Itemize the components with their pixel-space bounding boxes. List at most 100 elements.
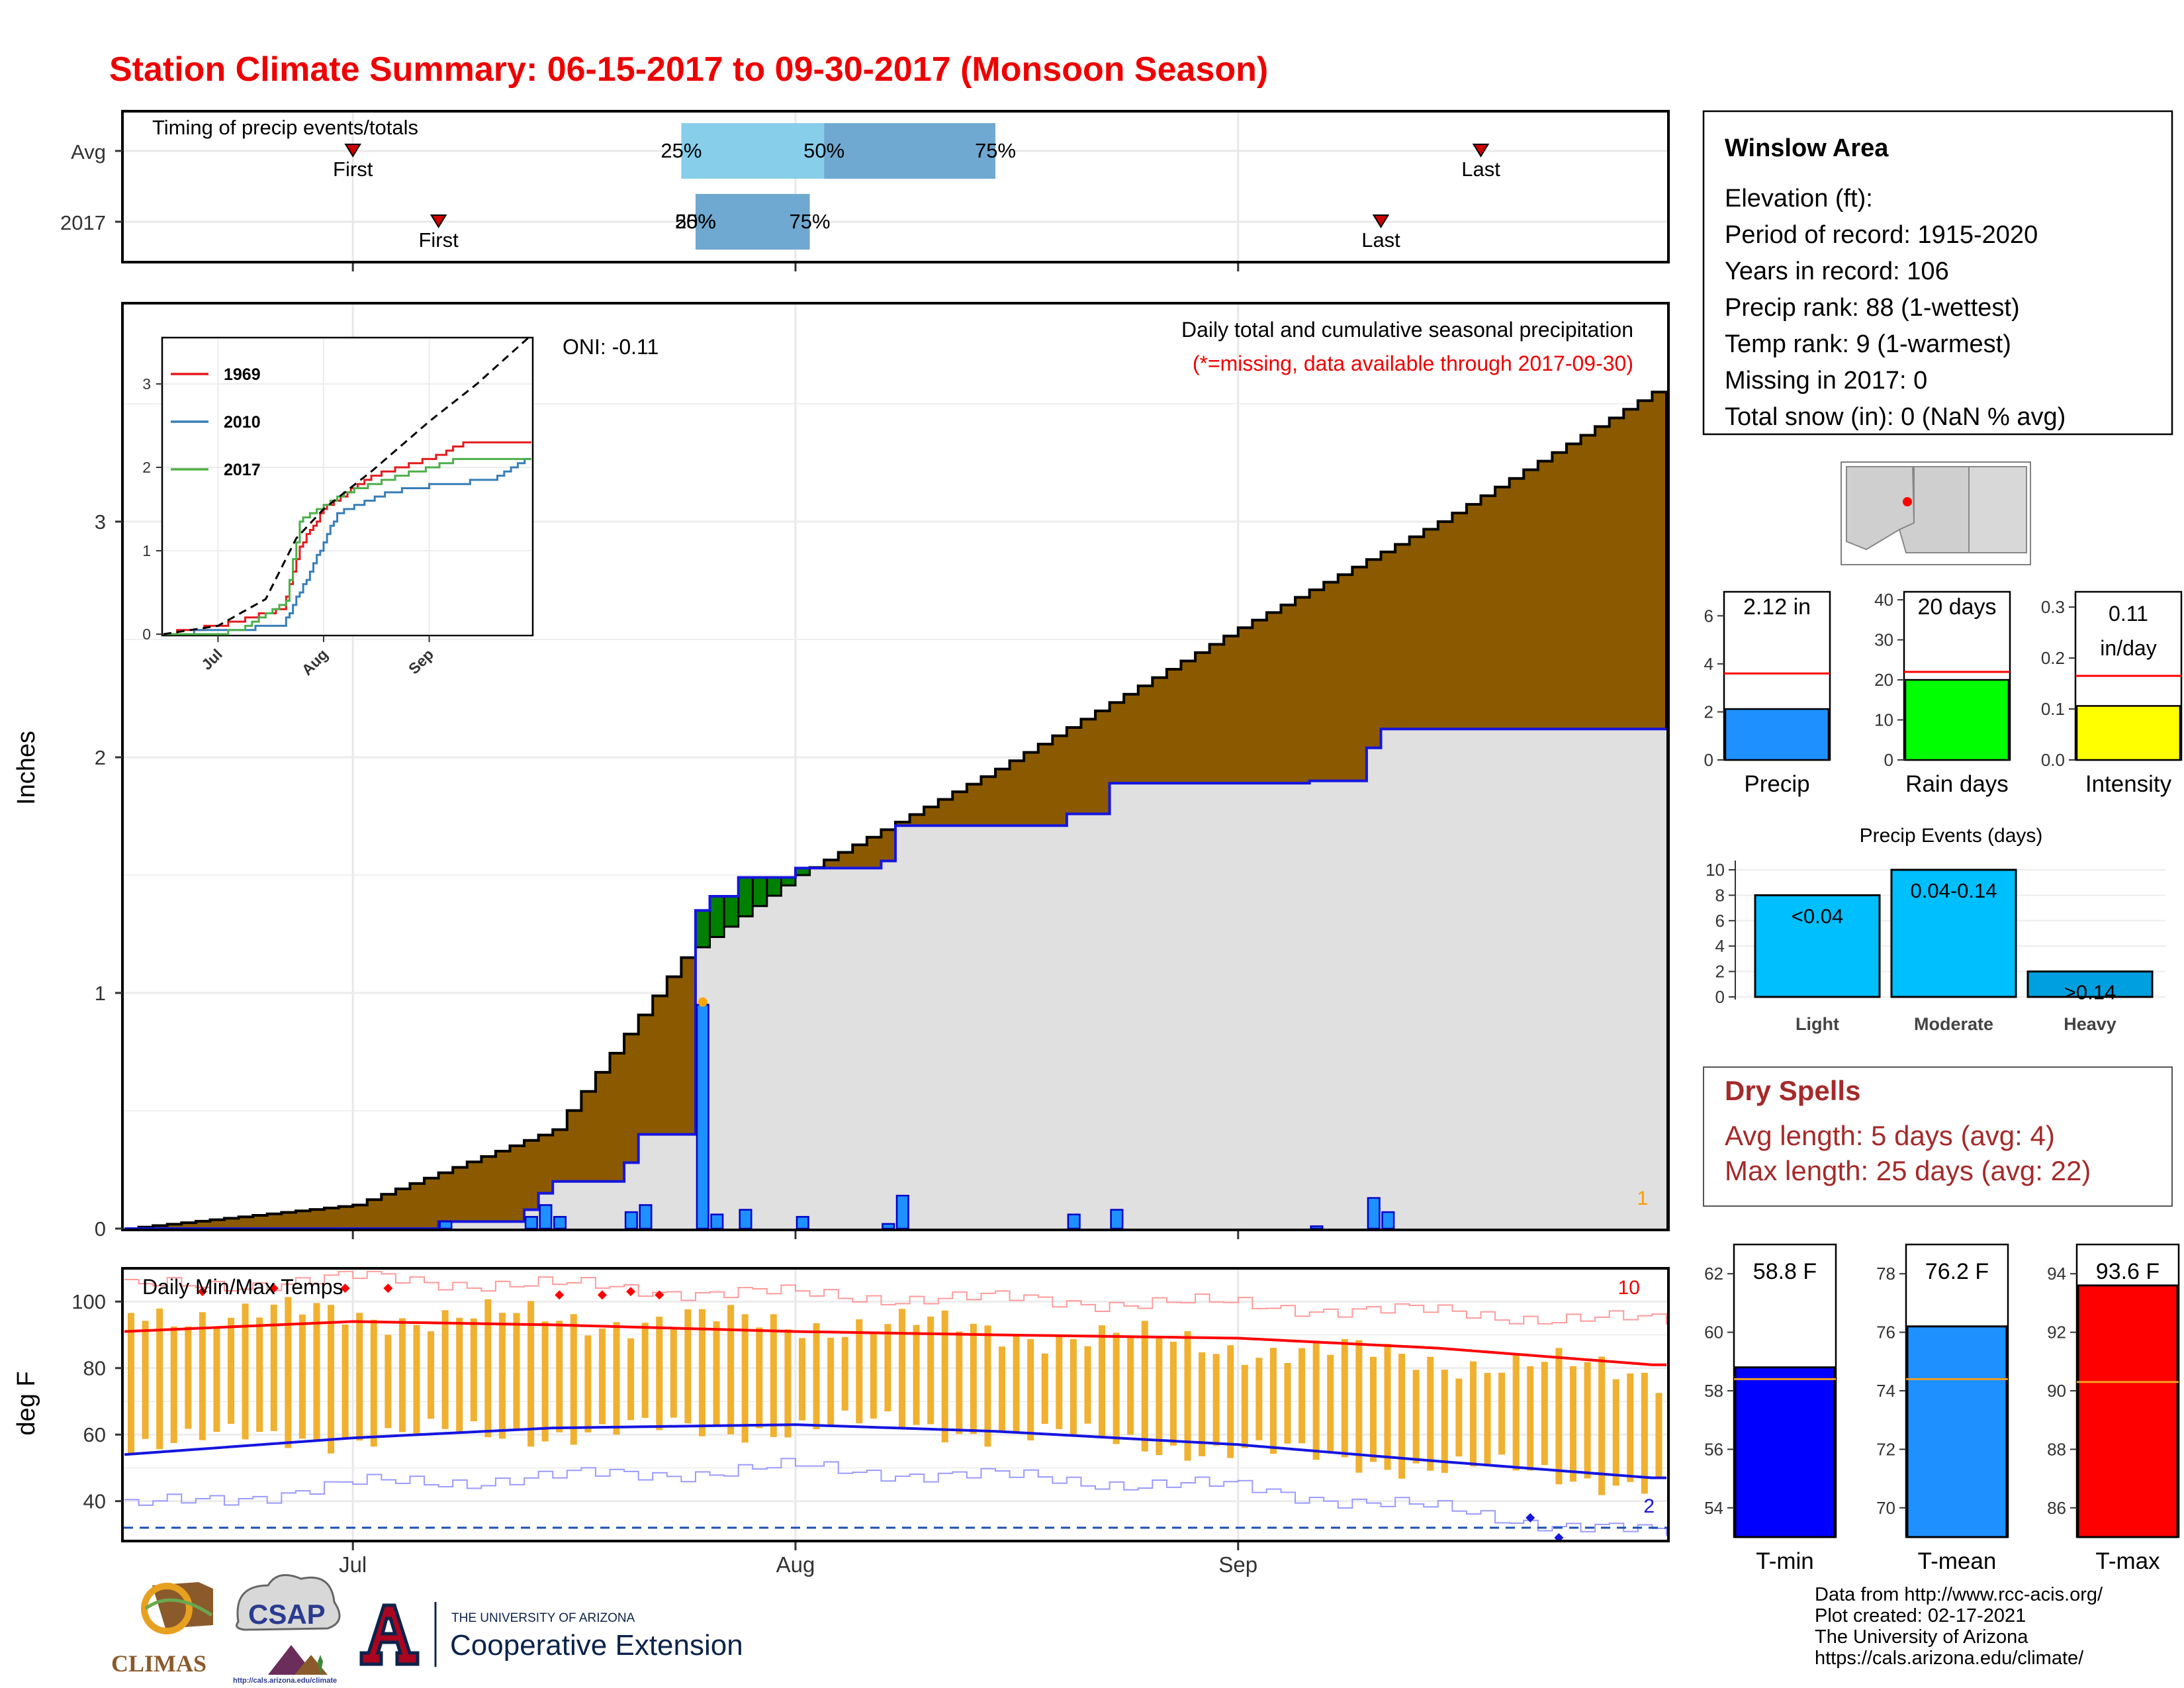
daily-precip-bar [1110,1209,1124,1230]
inset-legend-label: 2017 [224,461,261,479]
daily-temp-range-bar [1184,1331,1191,1461]
mini-bar-ytick-label: 0.2 [2041,648,2065,668]
events-ytick-label: 8 [1715,885,1725,905]
events-ytick-label: 4 [1715,936,1725,956]
daily-temp-range-bar [199,1312,206,1440]
mini-bar-value [2075,705,2181,761]
temp-bar-ytick-label: 92 [2047,1323,2066,1342]
inset-legend-label: 2010 [224,413,261,432]
daily-temp-range-bar [1269,1348,1277,1454]
daily-precip-bar [539,1204,553,1230]
daily-temp-range-bar [398,1318,406,1432]
daily-temp-range-bar [1512,1353,1520,1471]
station-info-box: Winslow Area Elevation (ft): Period of r… [1702,110,2173,436]
temp-bar-value [1906,1325,2008,1538]
temperature-panel: 40 60 80 100 deg F Daily Min/Max Temps 10 2… [13,1267,1670,1577]
station-line-5: Temp rank: 9 (1-warmest) [1725,330,2011,358]
daily-temp-range-bar [1113,1333,1120,1444]
climas-logo: CLIMAS [111,1582,213,1677]
daily-temp-range-bar [1412,1370,1420,1464]
footer-line-2: Plot created: 02-17-2021 [1815,1605,2026,1626]
precip-event-category: Light [1796,1014,1839,1034]
daily-temp-range-bar [999,1346,1006,1432]
daily-temp-range-bar [1598,1356,1606,1495]
mini-bar-ytick-label: 10 [1874,710,1893,730]
daily-temp-range-bar [1127,1337,1134,1435]
daily-temp-range-bar [385,1335,392,1429]
mini-bar-ytick-label: 6 [1704,606,1713,626]
dry-spells-box: Dry Spells Avg length: 5 days (avg: 4) M… [1703,1066,2173,1207]
precip-event-category: Heavy [2064,1014,2116,1034]
record-high-marker [597,1290,607,1300]
avg-min-line [124,1423,1666,1479]
temp-bar-value-label: 58.8 F [1753,1259,1817,1284]
daily-temp-range-bar [156,1308,163,1450]
daily-temp-range-bar [584,1335,592,1432]
daily-temp-range-bar [956,1331,963,1434]
daily-temp-range-bar [827,1337,835,1425]
temp-panel-frame [121,1267,1670,1542]
daily-temp-range-bar [1441,1370,1448,1473]
precip-ytick-label: 2 [95,746,106,769]
events-ytick-label: 2 [1715,962,1725,982]
inset-legend-label: 1969 [224,365,261,384]
temp-bar-ytick-label: 78 [1876,1264,1895,1284]
mini-bar-charts: 2.12 in 0 2 4 6 Precip 20 days 0 10 20 30 40 Rain da… [1704,590,2183,797]
daily-temp-range-bar [856,1319,863,1424]
events-ytick-label: 0 [1715,987,1725,1007]
daily-temp-range-bar [456,1317,463,1432]
ua-logo: THE UNIVERSITY OF ARIZONA Cooperative Ex… [359,1602,743,1667]
x-axis-month-label: Aug [776,1552,815,1577]
csap-logo-text: CSAP [248,1599,326,1630]
mini-bar-ytick-label: 0 [1704,750,1713,770]
timing-label-25: 25% [675,210,716,233]
temp-bar-ytick-label: 72 [1876,1439,1895,1459]
daily-temp-range-bar [727,1305,735,1434]
mini-bar-ytick-label: 0 [1884,750,1893,770]
temperature-bar-charts: 58.8 F 54 56 58 60 62 T-min 76.2 F 70 72 74 76 78 T-m… [1704,1243,2180,1574]
precip-annotation-title: Daily total and cumulative seasonal prec… [1181,318,1633,342]
temp-corner-blue: 2 [1643,1495,1655,1517]
precip-events-title: Precip Events (days) [1860,825,2043,847]
daily-temp-range-bar [1655,1393,1662,1479]
temp-ytick-label: 80 [83,1357,106,1380]
precip-panel-frame [121,302,1670,1231]
daily-temp-range-bar [356,1313,363,1441]
temp-bar-ytick-label: 94 [2047,1264,2066,1284]
daily-temp-range-bar [128,1313,134,1454]
mini-bar-value-label: 0.11 [2109,602,2148,626]
station-line-4: Precip rank: 88 (1-wettest) [1725,294,2020,322]
record-high-marker [269,1284,279,1293]
daily-temp-range-bar [1056,1335,1063,1429]
daily-temp-range-bar [1584,1362,1591,1479]
daily-temp-range-bar [1469,1361,1477,1467]
page-title: Station Climate Summary: 06-15-2017 to 0… [109,50,1268,89]
dry-spells-frame [1703,1066,2173,1207]
locator-map [1841,461,2031,565]
ua-big-text: Cooperative Extension [450,1629,743,1662]
daily-temp-range-bar [1241,1364,1248,1448]
daily-temp-range-bar [1013,1335,1020,1432]
daily-temp-range-bar [884,1324,891,1412]
observed-cumulative-area [124,729,1666,1229]
daily-temp-range-bar [1427,1356,1434,1471]
daily-temp-range-bar [170,1326,177,1443]
temp-bar-ytick-label: 54 [1704,1498,1723,1518]
daily-temp-range-bar [441,1310,449,1429]
daily-temp-range-bar [285,1297,292,1448]
daily-precip-bar [524,1215,538,1230]
daily-temp-range-bar [270,1304,277,1431]
daily-precip-bar [553,1215,567,1230]
record-high-marker [340,1284,350,1293]
daily-temp-range-bar [328,1305,335,1454]
daily-temp-range-bar [1227,1345,1234,1458]
daily-temp-range-bar [813,1323,820,1430]
daily-temp-range-bar [570,1314,577,1445]
station-line-7: Total snow (in): 0 (NaN % avg) [1725,403,2066,431]
timing-last-marker [1472,144,1490,158]
temp-bar-ytick-label: 76 [1876,1323,1895,1342]
mini-bar-value [1904,679,2010,761]
temp-bar-ytick-label: 70 [1876,1498,1895,1518]
